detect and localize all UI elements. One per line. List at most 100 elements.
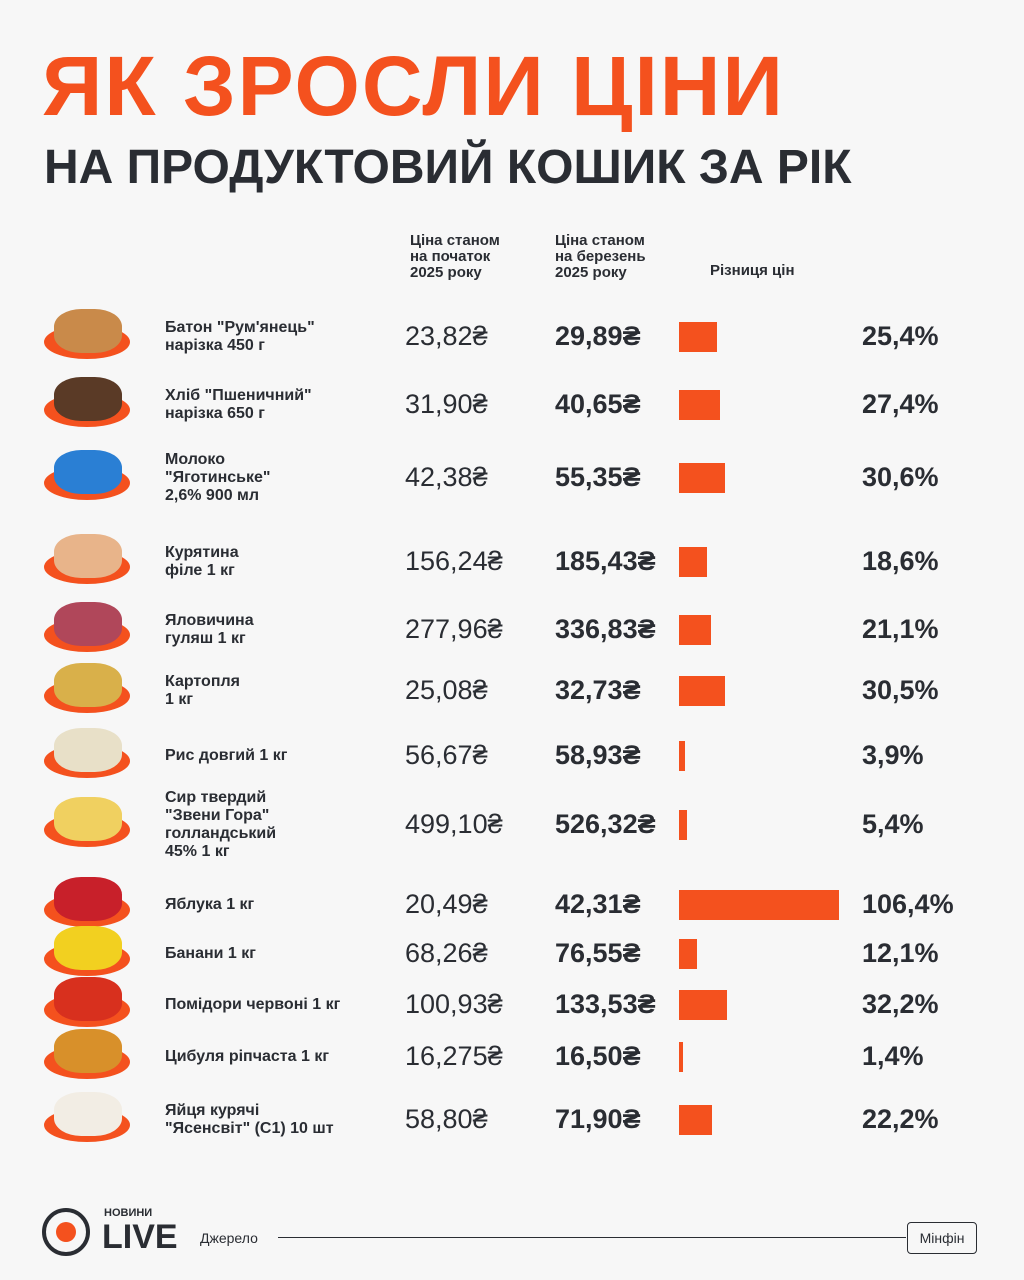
product-name: "Звени Гора" [165, 807, 270, 824]
brand-small: НОВИНИ [104, 1207, 153, 1219]
price-end: 71,90₴ [555, 1104, 641, 1134]
price-start: 20,49₴ [405, 889, 488, 919]
product-image [54, 877, 122, 921]
price-start: 25,08₴ [405, 675, 488, 705]
product-name: 1 кг [165, 691, 194, 708]
product-image [54, 534, 122, 578]
product-image [54, 926, 122, 970]
price-end: 336,83₴ [555, 614, 656, 644]
change-label: 21,1% [862, 614, 939, 644]
divider [278, 1237, 906, 1238]
product-name: Курятина [165, 544, 239, 561]
change-bar [679, 939, 698, 969]
change-label: 30,6% [862, 462, 939, 492]
price-start: 100,93₴ [405, 989, 503, 1019]
product-name: "Яготинське" [165, 469, 271, 486]
change-label: 22,2% [862, 1104, 939, 1134]
product-name: Яловичина [165, 612, 254, 629]
price-end: 133,53₴ [555, 989, 656, 1019]
product-image [54, 1029, 122, 1073]
change-bar [679, 890, 839, 920]
price-start: 42,38₴ [405, 462, 488, 492]
source: Мінфін [907, 1222, 977, 1254]
price-start: 58,80₴ [405, 1104, 488, 1134]
product-image [54, 602, 122, 646]
change-bar [679, 1105, 713, 1135]
product-image [54, 377, 122, 421]
price-end: 76,55₴ [555, 938, 641, 968]
change-label: 1,4% [862, 1041, 924, 1071]
product-name: Батон "Рум'янець" [165, 319, 315, 336]
product-name: гуляш 1 кг [165, 630, 246, 647]
product-name: Яблука 1 кг [165, 896, 255, 913]
product-image [54, 797, 122, 841]
brand: LIVE [102, 1218, 178, 1256]
change-bar [679, 1042, 683, 1072]
price-end: 32,73₴ [555, 675, 641, 705]
price-end: 58,93₴ [555, 740, 641, 770]
logo [42, 1208, 90, 1256]
column-header: 2025 року [555, 264, 627, 281]
price-start: 499,10₴ [405, 809, 503, 839]
column-header: на початок [410, 248, 491, 265]
column-header: Ціна станом [410, 232, 500, 249]
product-name: "Ясенсвіт" (С1) 10 шт [165, 1120, 334, 1137]
product-name: нарізка 450 г [165, 337, 265, 354]
change-bar [679, 741, 685, 771]
price-start: 56,67₴ [405, 740, 488, 770]
change-bar [679, 322, 718, 352]
price-end: 42,31₴ [555, 889, 641, 919]
product-name: Сир твердий [165, 789, 267, 806]
change-bar [679, 810, 688, 840]
product-image [54, 663, 122, 707]
price-end: 40,65₴ [555, 389, 641, 419]
price-start: 68,26₴ [405, 938, 488, 968]
product-name: Цибуля ріпчаста 1 кг [165, 1048, 329, 1065]
change-label: 27,4% [862, 389, 939, 419]
product-name: Яйця курячі [165, 1102, 260, 1119]
product-name: голландський [165, 825, 277, 842]
change-bar [679, 990, 728, 1020]
change-bar [679, 547, 707, 577]
column-header: Різниця цін [710, 262, 795, 279]
price-start: 277,96₴ [405, 614, 503, 644]
column-header: 2025 року [410, 264, 482, 281]
product-name: Картопля [165, 673, 240, 690]
change-label: 5,4% [862, 809, 924, 839]
price-end: 29,89₴ [555, 321, 641, 351]
change-label: 25,4% [862, 321, 939, 351]
product-name: Банани 1 кг [165, 945, 256, 962]
change-bar [679, 676, 725, 706]
change-label: 106,4% [862, 889, 954, 919]
product-name: Молоко [165, 451, 225, 468]
title: ЯК ЗРОСЛИ ЦІНИ [42, 39, 785, 133]
subtitle: НА ПРОДУКТОВИЙ КОШИК ЗА РІК [44, 141, 852, 194]
product-image [54, 1092, 122, 1136]
change-label: 18,6% [862, 546, 939, 576]
source-label: Джерело [200, 1230, 258, 1246]
change-label: 32,2% [862, 989, 939, 1019]
price-end: 55,35₴ [555, 462, 641, 492]
price-end: 526,32₴ [555, 809, 656, 839]
change-label: 12,1% [862, 938, 939, 968]
product-image [54, 450, 122, 494]
product-name: Хліб "Пшеничний" [165, 387, 312, 404]
product-image [54, 977, 122, 1021]
price-start: 31,90₴ [405, 389, 488, 419]
change-label: 3,9% [862, 740, 924, 770]
product-name: 45% 1 кг [165, 843, 230, 860]
product-name: Рис довгий 1 кг [165, 747, 288, 764]
price-end: 185,43₴ [555, 546, 656, 576]
column-header: Ціна станом [555, 232, 645, 249]
price-end: 16,50₴ [555, 1041, 641, 1071]
column-header: на березень [555, 248, 646, 265]
price-start: 23,82₴ [405, 321, 488, 351]
product-name: нарізка 650 г [165, 405, 265, 422]
product-image [54, 309, 122, 353]
product-name: Помідори червоні 1 кг [165, 996, 341, 1013]
change-bar [679, 615, 711, 645]
price-start: 16,275₴ [405, 1041, 503, 1071]
change-bar [679, 463, 725, 493]
price-start: 156,24₴ [405, 546, 503, 576]
